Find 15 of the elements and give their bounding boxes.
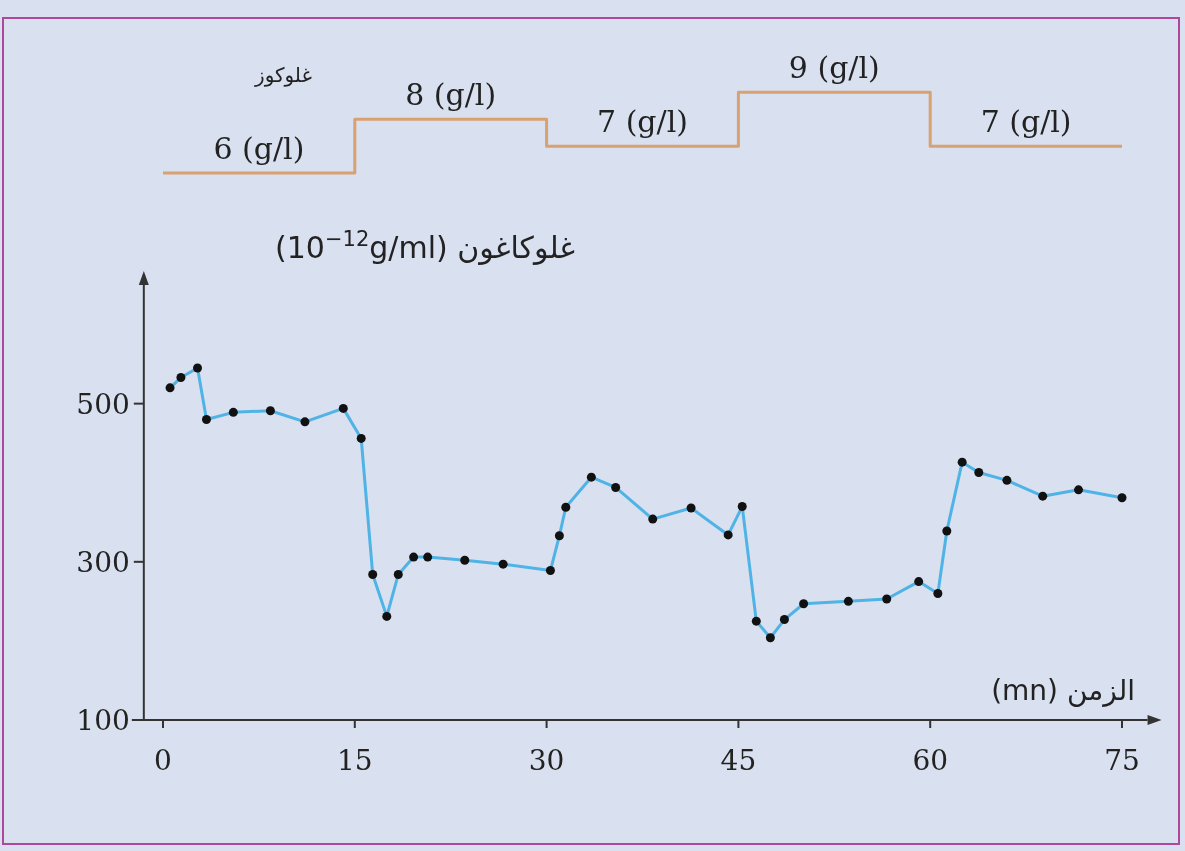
y-axis-title: غلوكوز — [254, 63, 312, 87]
data-label: 6 (g/l) — [213, 131, 305, 167]
x-tick-label: 45 — [720, 744, 757, 777]
data-label: 9 (g/l) — [788, 50, 880, 86]
data-label: 8 (g/l) — [405, 77, 497, 113]
data-label: 7 (g/l) — [980, 104, 1072, 140]
x-tick-label: 75 — [1104, 744, 1140, 777]
x-tick-label: 15 — [336, 744, 373, 777]
y-tick-label: 300 — [76, 545, 130, 579]
data-label: 7 (g/l) — [597, 104, 688, 140]
x-tick-label: 30 — [528, 744, 565, 777]
y-tick-label: 100 — [76, 704, 130, 737]
y-tick-label: 500 — [76, 387, 130, 421]
x-tick-label: 0 — [154, 744, 172, 777]
x-tick-label: 60 — [912, 744, 949, 777]
